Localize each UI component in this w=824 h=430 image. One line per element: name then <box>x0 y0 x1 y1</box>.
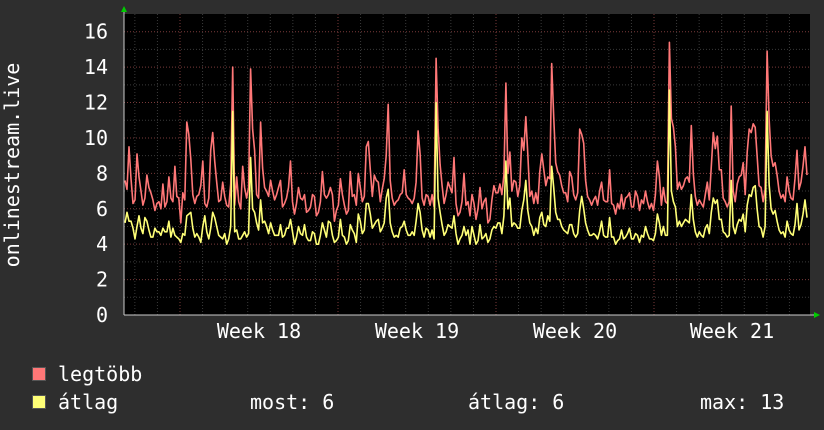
x-tick-label: Week 18 <box>217 319 301 343</box>
y-tick-label: 10 <box>84 126 108 150</box>
stat-average: átlag: 6 <box>468 390 565 414</box>
x-tick-label: Week 19 <box>375 319 459 343</box>
plot-area <box>124 14 810 315</box>
x-tick-label: Week 20 <box>533 319 617 343</box>
y-tick-label: 12 <box>84 91 108 115</box>
y-tick-label: 2 <box>96 268 108 292</box>
legend-swatch-atlag <box>32 395 46 409</box>
legend-label-atlag: átlag <box>58 390 119 414</box>
y-tick-label: 6 <box>96 197 108 221</box>
y-tick-label: 14 <box>84 55 108 79</box>
legend-label-legtobb: legtöbb <box>58 362 143 386</box>
y-tick-label: 4 <box>96 232 108 256</box>
y-tick-label: 0 <box>96 303 108 327</box>
y-tick-label: 16 <box>84 20 108 44</box>
y-axis-label: onlinestream.live <box>0 62 24 268</box>
legend-item-legtobb: legtöbb <box>32 362 142 386</box>
series-line-atlag <box>124 89 808 245</box>
legend-item-atlag: átlag <box>32 390 118 414</box>
x-tick-label: Week 21 <box>690 319 774 343</box>
x-axis-arrow-icon <box>814 312 820 318</box>
stat-current: most: 6 <box>250 390 335 414</box>
stat-max: max: 13 <box>700 390 785 414</box>
legend-swatch-legtobb <box>32 367 46 381</box>
y-tick-label: 8 <box>96 161 108 185</box>
y-axis-arrow-icon <box>121 6 127 12</box>
series-line-legtobb <box>124 41 808 224</box>
